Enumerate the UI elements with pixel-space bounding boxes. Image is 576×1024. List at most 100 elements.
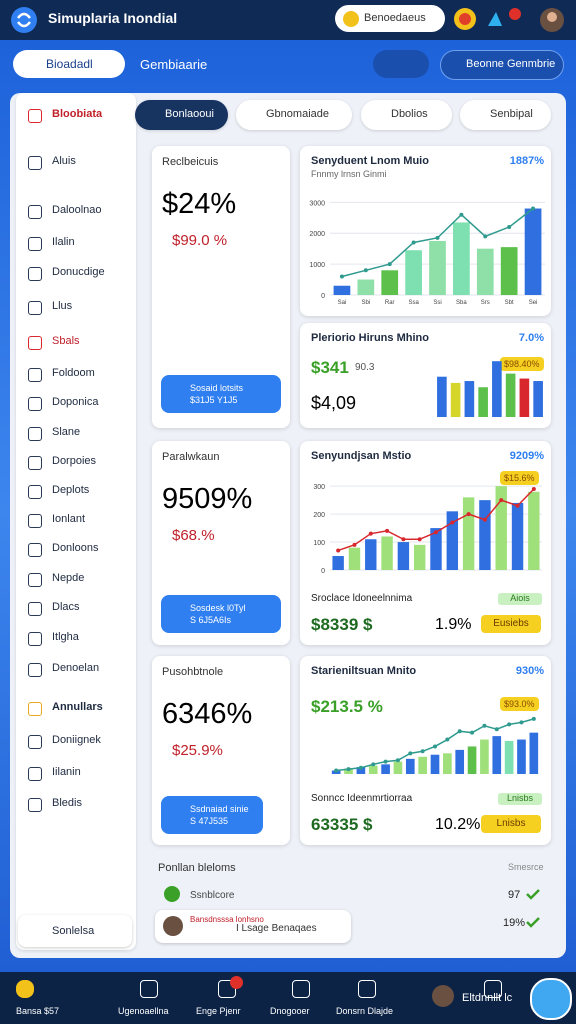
bar — [332, 556, 344, 570]
sidebar-item[interactable]: Aluis — [52, 155, 76, 167]
x-tick-label: Sbi — [361, 300, 370, 306]
sidebar-icon — [28, 368, 42, 382]
y-tick-label: 300 — [313, 484, 325, 491]
sidebar-icon — [28, 573, 42, 587]
stat-label: Paralwkaun — [162, 451, 220, 463]
tab-label: Senbipal — [490, 108, 533, 120]
leaf-icon — [164, 886, 180, 902]
search-box[interactable] — [440, 50, 564, 80]
nav-icon[interactable] — [218, 980, 236, 998]
sidebar-icon — [28, 543, 42, 557]
nav-arrows[interactable] — [373, 50, 429, 78]
trend-point — [385, 528, 390, 533]
nav-icon[interactable] — [484, 980, 502, 998]
tab[interactable] — [236, 100, 352, 130]
sidebar-item[interactable]: Donloons — [52, 542, 99, 554]
profile-avatar[interactable] — [530, 978, 572, 1020]
check-icon — [526, 917, 540, 928]
trend-point — [466, 512, 471, 517]
dropdown-label: Benoedaeus — [364, 12, 426, 24]
bar — [446, 511, 459, 570]
tab-label: Gbnomaiade — [266, 108, 329, 120]
nav-icon[interactable] — [16, 980, 34, 998]
bar — [478, 387, 488, 417]
bar — [381, 270, 399, 295]
search-label: Beonne Genmbrie — [466, 58, 556, 70]
stat-button[interactable] — [161, 375, 281, 413]
sidebar-item[interactable]: Iilanin — [52, 766, 81, 778]
sidebar-icon — [28, 602, 42, 616]
nav-label[interactable]: Enge Pjenr — [196, 1006, 241, 1016]
bar — [533, 381, 543, 417]
sidebar-item[interactable]: Foldoom — [52, 367, 95, 379]
nav-icon[interactable] — [358, 980, 376, 998]
bar — [365, 539, 377, 570]
tab[interactable] — [361, 100, 452, 130]
sidebar-item[interactable]: Ionlant — [52, 513, 86, 525]
bar — [429, 240, 446, 295]
sidebar-item[interactable]: Slane — [52, 426, 81, 438]
sidebar-item[interactable]: Annullars — [52, 701, 103, 713]
footer-button[interactable]: Lnisbs — [481, 815, 541, 833]
sidebar-item[interactable]: Doniignek — [52, 734, 101, 746]
sidebar-icon — [28, 156, 42, 170]
trend-point — [519, 720, 524, 725]
footer-button[interactable]: Eusiebs — [481, 615, 541, 633]
sidebar-item[interactable]: Itlgha — [52, 631, 79, 643]
sidebar-item[interactable]: Llus — [52, 300, 73, 312]
sidebar-icon — [28, 336, 42, 350]
trend-point — [507, 225, 512, 230]
sidebar-item[interactable]: Dlacs — [52, 601, 80, 613]
bar — [356, 767, 366, 774]
sidebar-item[interactable]: Bloobiata — [52, 108, 103, 120]
bar — [479, 500, 491, 570]
footer-tag: Aiois — [498, 593, 542, 605]
stat-button[interactable] — [161, 595, 281, 633]
nav-label[interactable]: Donsrn Dlajde — [336, 1006, 394, 1016]
nav-avatar — [432, 985, 454, 1007]
sidebar-item[interactable]: Denoelan — [52, 662, 100, 674]
sidebar-item[interactable]: Daloolnao — [52, 204, 102, 216]
tab[interactable] — [135, 100, 228, 130]
sidebar-item[interactable]: Dorpoies — [52, 455, 97, 467]
stat-sub: $99.0 % — [172, 232, 228, 249]
sidebar-item[interactable]: Bledis — [52, 797, 82, 809]
footer-tag: Lnisbs — [498, 793, 542, 805]
footer-amount: 63335 $ — [311, 815, 373, 834]
footer-pct: 1.9% — [435, 616, 472, 633]
nav-icon[interactable] — [140, 980, 158, 998]
footer-right: Smesrce — [508, 862, 544, 872]
user-value: 19% — [503, 917, 526, 929]
stat-button-sub: S 6J5A6Is — [190, 615, 232, 625]
tab[interactable] — [460, 100, 551, 130]
trend-point — [433, 744, 437, 749]
trend-point — [387, 262, 392, 267]
bar — [464, 381, 475, 417]
header-icons — [454, 8, 564, 32]
trend-point — [435, 235, 440, 240]
sidebar-bottom[interactable] — [18, 915, 132, 947]
sidebar-item[interactable]: Ilalin — [52, 236, 75, 248]
home-button[interactable] — [13, 50, 125, 78]
sidebar-item[interactable]: Nepde — [52, 572, 85, 584]
bar — [348, 547, 361, 570]
stat-button[interactable] — [161, 796, 263, 834]
sidebar-item[interactable]: Deplots — [52, 484, 90, 496]
chart-value: $341 — [311, 358, 349, 377]
sidebar-item[interactable]: Donucdige — [52, 266, 105, 278]
trend-point — [358, 765, 363, 770]
sidebar-item[interactable]: Sbals — [52, 335, 80, 347]
trend-point — [336, 548, 341, 553]
trend-point — [383, 759, 388, 764]
nav-label[interactable]: Dnogooer — [270, 1006, 310, 1016]
stat-button-sub: $31J5 Y1J5 — [190, 395, 238, 405]
bar — [480, 739, 489, 774]
sidebar-item[interactable]: Doponica — [52, 396, 99, 408]
bar — [492, 736, 502, 774]
nav-label[interactable]: Eltdnnllt lc — [462, 992, 513, 1004]
user-card[interactable] — [155, 910, 351, 943]
nav-icon[interactable] — [292, 980, 310, 998]
nav-label[interactable]: Bansa $57 — [16, 1006, 60, 1016]
nav-label[interactable]: Ugenoaellna — [118, 1006, 169, 1016]
